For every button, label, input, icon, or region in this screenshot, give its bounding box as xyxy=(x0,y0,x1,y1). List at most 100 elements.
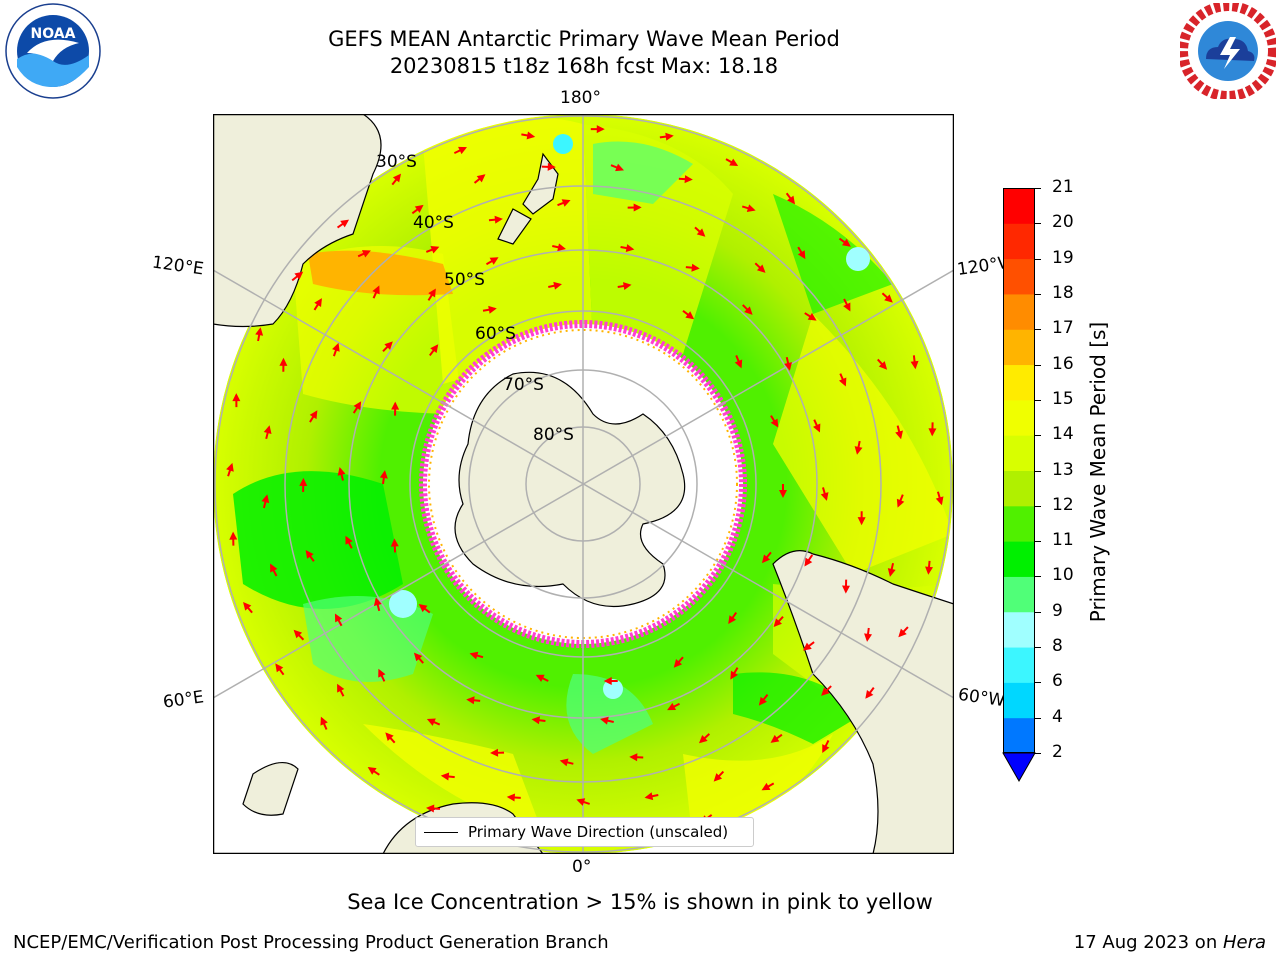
wave-arrow-head xyxy=(372,285,380,295)
wave-arrow-head xyxy=(761,782,771,791)
wave-arrow-head xyxy=(633,203,642,212)
colorbar-border xyxy=(1003,188,1035,753)
wave-arrow-head xyxy=(337,683,345,693)
lat-label-70s: 70°S xyxy=(503,375,544,395)
wave-arrow-head xyxy=(644,792,654,801)
wave-arrow-head xyxy=(895,430,903,440)
wave-arrow-head xyxy=(226,462,234,472)
wave-arrow-head xyxy=(842,238,851,247)
colorbar-extend-triangle xyxy=(1002,752,1036,783)
lat-label-50s: 50°S xyxy=(444,270,485,290)
wave-arrow-head xyxy=(426,718,436,726)
wave-arrow-head xyxy=(531,716,541,725)
colorbar-tick-label: 4 xyxy=(1052,706,1063,727)
wave-arrow-head xyxy=(887,568,896,577)
colorbar-segment xyxy=(1003,611,1035,648)
wave-arrow-head xyxy=(730,670,738,680)
wave-arrow-head xyxy=(414,204,424,213)
wave-arrow-head xyxy=(600,716,609,725)
lat-label-60s: 60°S xyxy=(475,324,516,344)
lat-label-30s: 30°S xyxy=(376,152,417,172)
wave-arrow-head xyxy=(696,228,706,237)
lon-label-180: 180° xyxy=(560,88,601,108)
wave-arrow-head xyxy=(270,563,278,573)
colorbar-tick-mark xyxy=(1035,647,1041,649)
colorbar-segment xyxy=(1003,435,1035,471)
wave-arrow-head xyxy=(255,327,264,336)
wave-arrow-head xyxy=(787,195,796,205)
wave-arrow-head xyxy=(466,696,475,705)
wave-arrow-head xyxy=(821,687,830,696)
wave-arrow-head xyxy=(476,174,486,183)
wave-arrow-head xyxy=(698,734,708,744)
wave-arrow-head xyxy=(426,804,435,813)
wave-arrow-head xyxy=(294,271,304,280)
wave-arrow-head xyxy=(622,282,632,290)
wave-arrow-head xyxy=(384,341,393,350)
wave-arrow-head xyxy=(232,393,241,402)
wave-arrow-head xyxy=(925,566,934,575)
wave-arrow-head xyxy=(337,466,346,476)
antarctica xyxy=(419,320,747,648)
legend-line-icon xyxy=(424,831,458,833)
wave-arrow-head xyxy=(864,633,873,642)
polar-map xyxy=(212,113,955,855)
wave-arrow-head xyxy=(353,401,362,411)
colorbar-tick-label: 19 xyxy=(1052,247,1074,268)
wave-arrow-head xyxy=(367,767,377,775)
colorbar-tick-mark xyxy=(1035,717,1041,719)
colorbar-tick-mark xyxy=(1035,753,1041,754)
colorbar-tick-mark xyxy=(1035,541,1041,543)
wave-arrow-head xyxy=(559,758,569,767)
colorbar-tick-mark xyxy=(1035,223,1041,225)
wave-arrow-head xyxy=(526,131,536,140)
wave-arrow-head xyxy=(320,716,328,726)
wave-arrow-head xyxy=(490,748,499,757)
wave-arrow-head xyxy=(884,294,893,303)
wave-arrow-head xyxy=(561,199,571,207)
wave-arrow-head xyxy=(373,597,382,606)
wave-arrow-head xyxy=(489,257,499,265)
wave-arrow-head xyxy=(820,492,829,501)
wave-arrow-head xyxy=(802,642,812,651)
wave-arrow-head xyxy=(299,477,308,487)
nws-logo-icon xyxy=(1178,1,1278,101)
wave-arrow-head xyxy=(494,215,503,224)
wave-arrow-head xyxy=(896,498,905,508)
noaa-logo-text: NOAA xyxy=(31,26,76,42)
wave-arrow-head xyxy=(430,246,440,254)
wave-arrow-head xyxy=(345,535,353,545)
wave-arrow-head xyxy=(535,674,545,682)
wave-arrow-head xyxy=(822,744,830,754)
wave-arrow-head xyxy=(878,361,888,370)
wave-arrow-head xyxy=(770,418,779,428)
wave-arrow-head xyxy=(379,470,388,479)
wave-arrow-head xyxy=(275,663,284,673)
wave-arrow-head xyxy=(378,668,386,678)
wave-arrow-head xyxy=(361,250,371,258)
lon-label-60e: 60°E xyxy=(161,687,206,713)
lat-label-80s: 80°S xyxy=(533,425,574,445)
wave-arrow-head xyxy=(734,359,743,369)
wave-arrow-head xyxy=(309,410,318,420)
colorbar-segment xyxy=(1003,364,1035,401)
wave-arrow-head xyxy=(576,798,586,806)
wave-arrow-head xyxy=(673,659,683,668)
colorbar-segment xyxy=(1003,188,1035,224)
wave-arrow-head xyxy=(684,175,693,184)
wave-arrow-head xyxy=(928,428,937,437)
wave-arrow-head xyxy=(293,629,303,639)
wave-arrow-head xyxy=(430,344,439,354)
wave-arrow-head xyxy=(898,628,907,638)
wave-arrow-head xyxy=(713,773,723,782)
wave-arrow-head xyxy=(784,362,792,371)
colorbar-tick-mark xyxy=(1035,505,1041,507)
colorbar-segment xyxy=(1003,647,1035,683)
lon-label-0: 0° xyxy=(572,857,592,877)
colorbar-tick-label: 15 xyxy=(1052,388,1074,409)
colorbar-tick-mark xyxy=(1035,611,1041,613)
wave-arrow-head xyxy=(340,219,350,228)
wave-arrow-head xyxy=(385,732,394,741)
colorbar-tick-label: 14 xyxy=(1052,424,1074,445)
sea-ice-note: Sea Ice Concentration > 15% is shown in … xyxy=(347,890,933,914)
